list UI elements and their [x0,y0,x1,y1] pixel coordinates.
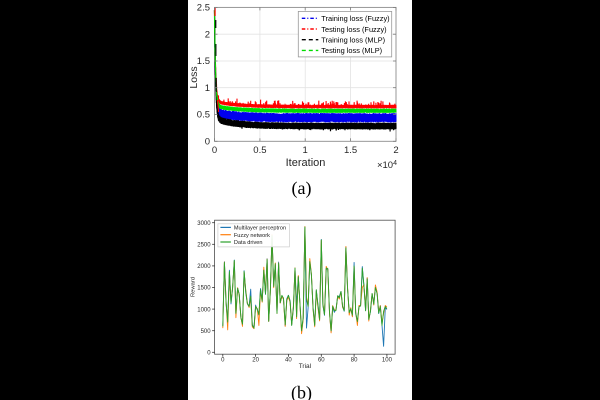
svg-text:60: 60 [318,358,325,364]
svg-text:(b): (b) [291,383,312,400]
svg-text:20: 20 [252,358,259,364]
svg-text:2000: 2000 [197,264,211,270]
svg-text:Fuzzy network: Fuzzy network [234,233,270,239]
svg-text:Training loss (MLP): Training loss (MLP) [321,36,385,45]
svg-text:0.5: 0.5 [253,145,266,156]
svg-text:1.5: 1.5 [197,56,210,67]
svg-text:500: 500 [201,329,212,335]
svg-text:1.5: 1.5 [344,145,357,156]
svg-text:80: 80 [351,358,358,364]
svg-text:×104: ×104 [377,160,397,171]
svg-text:2.5: 2.5 [197,3,210,14]
svg-text:2: 2 [393,145,398,156]
svg-text:1: 1 [303,145,308,156]
svg-text:2500: 2500 [197,243,211,249]
svg-text:Loss: Loss [188,66,200,88]
svg-text:0.5: 0.5 [197,110,210,121]
svg-text:0: 0 [212,145,217,156]
svg-text:(a): (a) [292,178,312,199]
svg-text:Testing loss (Fuzzy): Testing loss (Fuzzy) [321,25,386,34]
svg-text:2: 2 [205,29,210,40]
svg-text:40: 40 [285,358,292,364]
svg-text:1000: 1000 [197,307,211,313]
svg-text:1500: 1500 [197,286,211,292]
svg-text:Multilayer perceptron: Multilayer perceptron [234,226,286,232]
svg-text:Training loss (Fuzzy): Training loss (Fuzzy) [321,14,389,23]
svg-text:0: 0 [207,351,211,357]
svg-text:100: 100 [382,358,393,364]
svg-text:Data driven: Data driven [234,240,263,246]
svg-text:Iteration: Iteration [286,157,326,169]
svg-text:1: 1 [205,83,210,94]
svg-text:Reward: Reward [191,277,197,297]
svg-text:Trial: Trial [299,363,312,370]
svg-text:0: 0 [205,137,210,148]
svg-text:Testing loss (MLP): Testing loss (MLP) [321,46,382,55]
svg-text:0: 0 [221,358,225,364]
svg-text:3000: 3000 [197,221,211,227]
